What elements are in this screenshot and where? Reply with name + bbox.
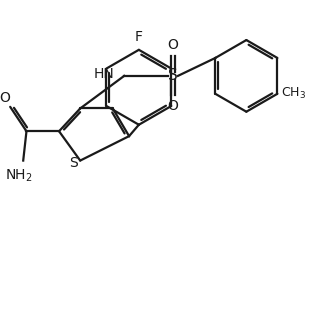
Text: F: F [135,30,143,44]
Text: CH$_3$: CH$_3$ [281,86,306,101]
Text: HN: HN [94,67,115,81]
Text: S: S [168,68,178,83]
Text: NH$_2$: NH$_2$ [5,168,33,184]
Text: O: O [168,99,179,113]
Text: S: S [69,156,77,170]
Text: O: O [0,91,10,105]
Text: O: O [168,38,179,52]
